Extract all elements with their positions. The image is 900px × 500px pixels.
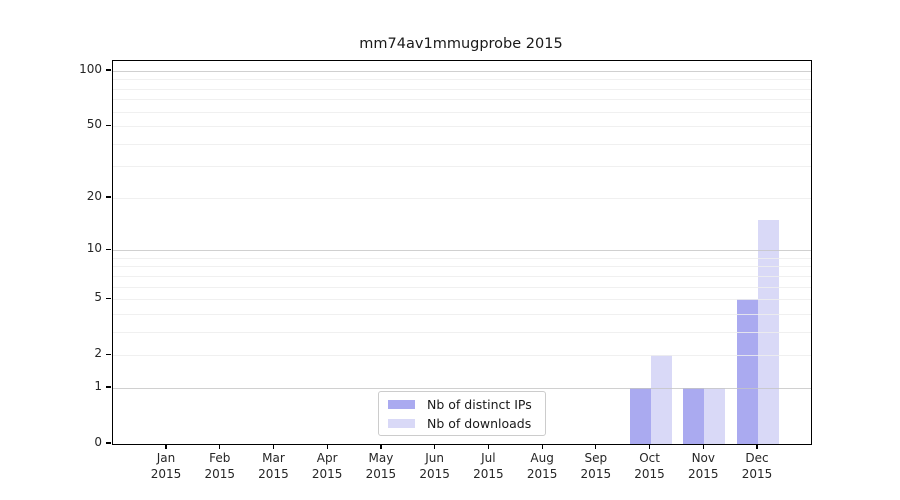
y-tick-1 <box>106 386 111 388</box>
x-tick-dec <box>756 444 758 449</box>
gridline-minor-80 <box>113 88 811 90</box>
y-tick-label-50: 50 <box>86 117 102 132</box>
x-tick-year: 2015 <box>688 466 719 481</box>
x-tick-year: 2015 <box>634 466 665 481</box>
x-tick-year: 2015 <box>311 466 343 481</box>
x-tick-label-sep-2015: Sep 2015 <box>564 451 628 482</box>
legend-item-distinct-ips: Nb of distinct IPs <box>388 397 536 412</box>
x-tick-year: 2015 <box>580 466 612 481</box>
x-tick-label-jun-2015: Jun 2015 <box>403 451 467 482</box>
x-tick-month: Jun <box>425 451 445 465</box>
chart-title: mm74av1mmugprobe 2015 <box>359 36 563 52</box>
x-tick-aug <box>541 444 543 449</box>
y-tick-0 <box>106 442 111 444</box>
legend-label-distinct-ips: Nb of distinct IPs <box>427 396 532 412</box>
x-tick-label-apr-2015: Apr 2015 <box>295 451 359 482</box>
y-tick-2 <box>106 353 111 355</box>
legend-label-downloads: Nb of downloads <box>427 415 532 431</box>
plot-area <box>112 60 812 445</box>
y-tick-50 <box>106 124 111 126</box>
x-tick-nov <box>702 444 704 449</box>
legend-swatch-downloads <box>388 418 415 428</box>
x-tick-month: May <box>368 451 394 465</box>
y-tick-label-100: 100 <box>79 61 102 76</box>
x-tick-label-nov-2015: Nov 2015 <box>671 451 735 482</box>
y-tick-20 <box>106 196 111 198</box>
gridline-minor-30 <box>113 166 811 168</box>
x-tick-month: Dec <box>745 451 769 465</box>
x-tick-month: Oct <box>639 451 660 465</box>
gridline-minor-50 <box>113 126 811 128</box>
y-tick-label-2: 2 <box>94 346 102 361</box>
x-tick-month: Jan <box>156 451 176 465</box>
y-tick-100 <box>106 69 111 71</box>
x-tick-jun <box>434 444 436 449</box>
x-tick-year: 2015 <box>258 466 289 481</box>
gridline-minor-20 <box>113 197 811 199</box>
x-tick-label-aug-2015: Aug 2015 <box>510 451 574 482</box>
x-tick-year: 2015 <box>150 466 182 481</box>
x-tick-month: Aug <box>530 451 554 465</box>
gridline-minor-4 <box>113 313 811 315</box>
x-tick-month: Feb <box>209 451 231 465</box>
x-tick-may <box>380 444 382 449</box>
x-tick-apr <box>326 444 328 449</box>
y-tick-5 <box>106 297 111 299</box>
y-tick-label-0: 0 <box>94 435 102 449</box>
legend: Nb of distinct IPs Nb of downloads <box>378 391 546 436</box>
x-tick-year: 2015 <box>204 466 235 481</box>
gridline-major-100 <box>113 70 811 72</box>
x-tick-jan <box>165 444 167 449</box>
legend-item-downloads: Nb of downloads <box>388 416 536 431</box>
x-tick-label-mar-2015: Mar 2015 <box>241 451 305 482</box>
x-tick-year: 2015 <box>419 466 450 481</box>
x-tick-label-may-2015: May 2015 <box>349 451 413 482</box>
gridline-minor-6 <box>113 286 811 288</box>
y-tick-label-20: 20 <box>86 188 102 203</box>
x-tick-year: 2015 <box>741 466 773 481</box>
x-tick-sep <box>595 444 597 449</box>
x-tick-label-jan-2015: Jan 2015 <box>134 451 198 482</box>
y-tick-label-5: 5 <box>94 290 102 305</box>
legend-swatch-distinct-ips <box>388 399 415 409</box>
x-tick-feb <box>219 444 221 449</box>
y-tick-10 <box>106 248 111 250</box>
x-tick-mar <box>272 444 275 449</box>
x-tick-month: Sep <box>584 451 608 465</box>
x-tick-month: Apr <box>316 451 338 465</box>
x-tick-jul <box>487 444 489 449</box>
gridline-major-1 <box>113 387 811 389</box>
gridline-minor-9 <box>113 257 811 259</box>
x-tick-oct <box>648 444 651 449</box>
bar-nb-of-distinct-ips-oct-2015 <box>629 387 651 444</box>
x-tick-year: 2015 <box>526 466 558 481</box>
gridline-minor-3 <box>113 331 811 333</box>
bar-nb-of-downloads-oct-2015 <box>650 355 672 444</box>
x-tick-month: Nov <box>691 451 715 465</box>
x-tick-month: Mar <box>262 451 285 465</box>
bar-nb-of-distinct-ips-dec-2015 <box>737 299 759 444</box>
x-tick-label-oct-2015: Oct 2015 <box>618 451 682 482</box>
x-tick-year: 2015 <box>365 466 397 481</box>
gridline-major-10 <box>113 250 811 252</box>
gridline-minor-7 <box>113 275 811 277</box>
gridline-minor-70 <box>113 99 811 101</box>
gridline-minor-2 <box>113 355 811 357</box>
gridline-minor-8 <box>113 266 811 268</box>
gridline-minor-90 <box>113 79 811 81</box>
x-tick-label-feb-2015: Feb 2015 <box>188 451 252 482</box>
gridline-minor-5 <box>113 299 811 301</box>
x-tick-month: Jul <box>481 451 496 465</box>
gridline-minor-60 <box>113 111 811 113</box>
bar-nb-of-downloads-nov-2015 <box>704 387 726 444</box>
x-tick-year: 2015 <box>473 466 504 481</box>
y-tick-label-10: 10 <box>86 241 102 256</box>
gridline-minor-40 <box>113 143 811 145</box>
bar-nb-of-distinct-ips-nov-2015 <box>683 387 705 444</box>
x-tick-label-jul-2015: Jul 2015 <box>456 451 520 482</box>
x-tick-label-dec-2015: Dec 2015 <box>725 451 789 482</box>
y-tick-label-1: 1 <box>94 378 102 393</box>
